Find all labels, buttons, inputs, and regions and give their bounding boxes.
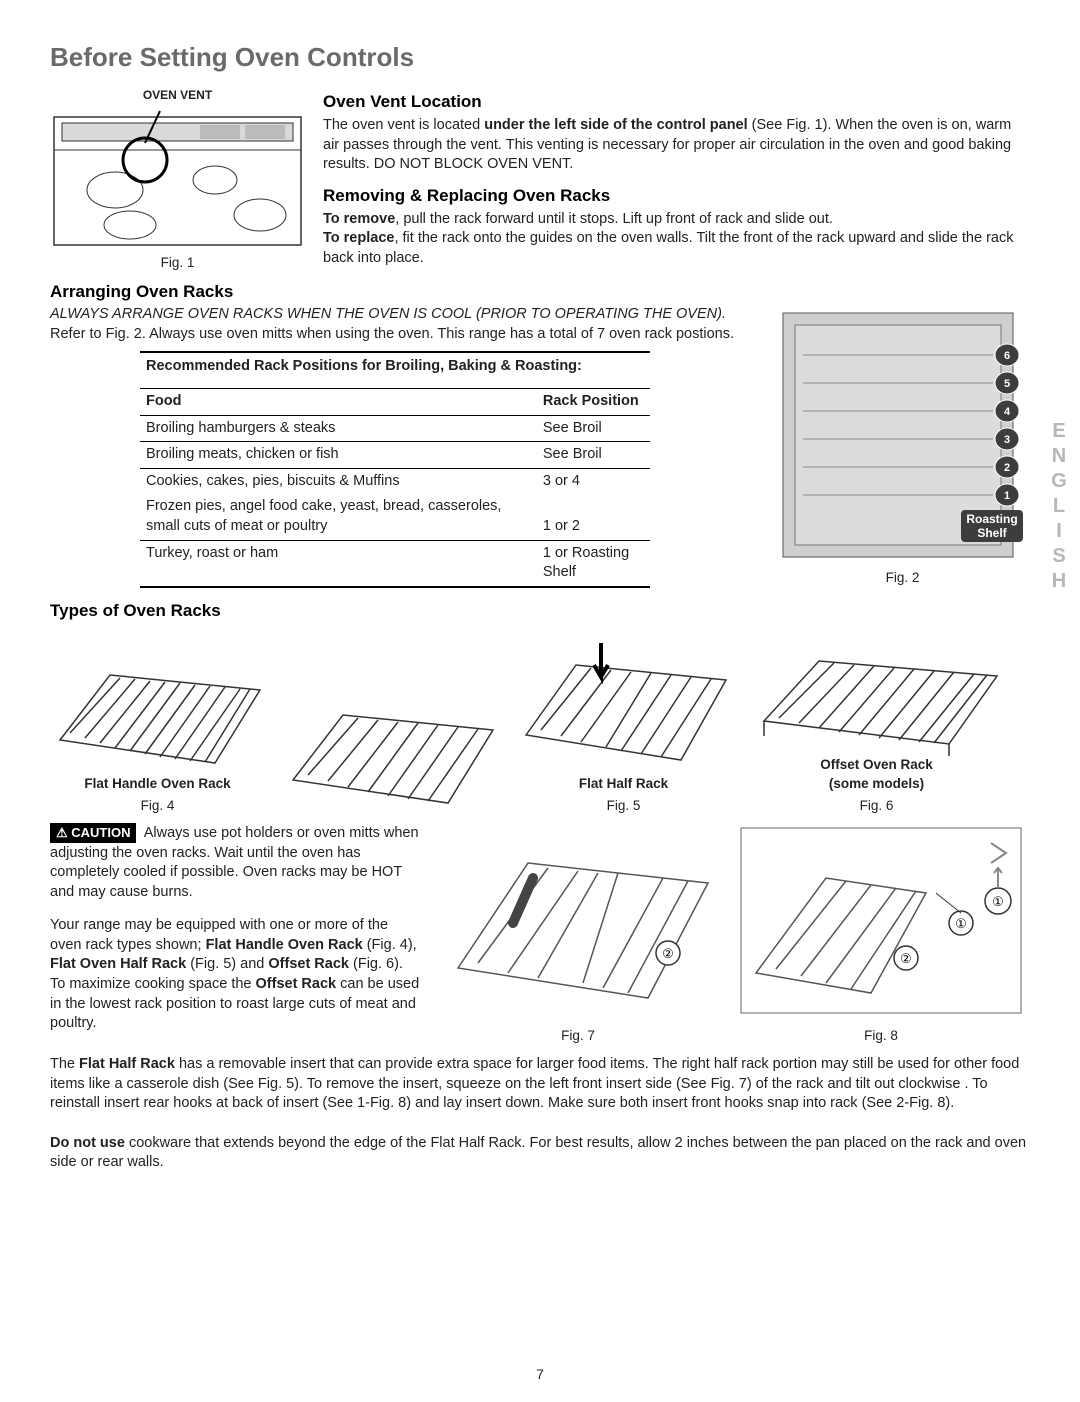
half-rack-name: Flat Half Rack	[579, 775, 668, 793]
rack-position-table: Food Rack Position Broiling hamburgers &…	[140, 388, 650, 588]
flat-rack-illustration	[50, 645, 265, 775]
half-rack-para: The Flat Half Rack has a removable inser…	[50, 1055, 1030, 1114]
removing-heading: Removing & Replacing Oven Racks	[323, 185, 1030, 208]
svg-text:Roasting: Roasting	[966, 512, 1017, 526]
fig8-box: ① ② ① Fig. 8	[736, 823, 1026, 1045]
svg-text:4: 4	[1004, 406, 1011, 418]
second-rack-box	[283, 685, 498, 815]
rack-types-row: Flat Handle Oven Rack Fig. 4	[50, 625, 1030, 815]
oven-vent-label: OVEN VENT	[143, 87, 212, 103]
table-row: Frozen pies, angel food cake, yeast, bre…	[140, 494, 650, 540]
fig2-caption: Fig. 2	[886, 569, 920, 587]
table-row: Broiling hamburgers & steaksSee Broil	[140, 415, 650, 442]
second-rack-illustration	[283, 685, 498, 815]
cookware-para: Do not use cookware that extends beyond …	[50, 1134, 1030, 1173]
fig8-caption: Fig. 8	[864, 1027, 898, 1045]
mid-text-col: ⚠ CAUTION Always use pot holders or oven…	[50, 823, 420, 1045]
flat-rack-caption: Fig. 4	[141, 797, 175, 815]
fig7-box: ② Fig. 7	[438, 823, 718, 1045]
offset-rack-sub: (some models)	[829, 775, 924, 793]
fig2-box: 6 5 4 3 2 1 Roasting Shelf Fig. 2	[775, 305, 1030, 595]
flat-rack-box: Flat Handle Oven Rack Fig. 4	[50, 645, 265, 815]
rack-types-para: Your range may be equipped with one or m…	[50, 916, 420, 1033]
arranging-body: ALWAYS ARRANGE OVEN RACKS WHEN THE OVEN …	[50, 305, 757, 344]
fig7-illustration: ②	[438, 823, 718, 1023]
fig2-illustration: 6 5 4 3 2 1 Roasting Shelf	[775, 305, 1030, 565]
fig1-box: OVEN VENT Fig. 1	[50, 87, 305, 272]
half-rack-illustration	[516, 625, 731, 775]
caution-badge: ⚠ CAUTION	[50, 823, 136, 843]
table-row: Cookies, cakes, pies, biscuits & Muffins…	[140, 468, 650, 494]
half-rack-box: Flat Half Rack Fig. 5	[516, 625, 731, 815]
svg-text:3: 3	[1004, 434, 1010, 446]
caution-para: ⚠ CAUTION Always use pot holders or oven…	[50, 823, 420, 902]
offset-rack-caption: Fig. 6	[860, 797, 894, 815]
top-row: OVEN VENT Fig. 1 Oven Vent Location The …	[50, 87, 1030, 272]
svg-text:①: ①	[955, 916, 967, 931]
top-text-col: Oven Vent Location The oven vent is loca…	[323, 87, 1030, 272]
vent-location-heading: Oven Vent Location	[323, 91, 1030, 114]
arranging-heading: Arranging Oven Racks	[50, 281, 1030, 304]
svg-text:6: 6	[1004, 350, 1010, 362]
page-title: Before Setting Oven Controls	[50, 40, 1030, 75]
arranging-row: ALWAYS ARRANGE OVEN RACKS WHEN THE OVEN …	[50, 305, 1030, 595]
svg-text:2: 2	[1004, 462, 1010, 474]
types-heading: Types of Oven Racks	[50, 600, 1030, 623]
fig1-illustration	[50, 105, 305, 250]
offset-rack-illustration	[749, 636, 1004, 756]
svg-text:Shelf: Shelf	[977, 526, 1007, 540]
flat-rack-name: Flat Handle Oven Rack	[84, 775, 230, 793]
fig8-illustration: ① ② ①	[736, 823, 1026, 1023]
fig1-caption: Fig. 1	[161, 254, 195, 272]
table-row: Turkey, roast or ham1 or Roasting Shelf	[140, 540, 650, 587]
page-number: 7	[0, 1365, 1080, 1384]
vent-location-body: The oven vent is located under the left …	[323, 116, 1030, 175]
svg-text:5: 5	[1004, 378, 1010, 390]
svg-text:②: ②	[662, 946, 674, 961]
half-rack-caption: Fig. 5	[607, 797, 641, 815]
svg-text:1: 1	[1004, 490, 1010, 502]
svg-text:①: ①	[992, 894, 1004, 909]
table-row: Broiling meats, chicken or fishSee Broil	[140, 442, 650, 469]
removing-body: To remove, pull the rack forward until i…	[323, 210, 1030, 269]
mid-row: ⚠ CAUTION Always use pot holders or oven…	[50, 823, 1030, 1045]
side-english-label: ENGLISH	[1045, 420, 1072, 595]
svg-text:②: ②	[900, 951, 912, 966]
offset-rack-box: Offset Oven Rack (some models) Fig. 6	[749, 636, 1004, 815]
fig7-caption: Fig. 7	[561, 1027, 595, 1045]
table-title: Recommended Rack Positions for Broiling,…	[140, 351, 650, 381]
offset-rack-name: Offset Oven Rack	[820, 756, 933, 774]
table-col-food: Food	[140, 389, 537, 416]
table-col-position: Rack Position	[537, 389, 650, 416]
